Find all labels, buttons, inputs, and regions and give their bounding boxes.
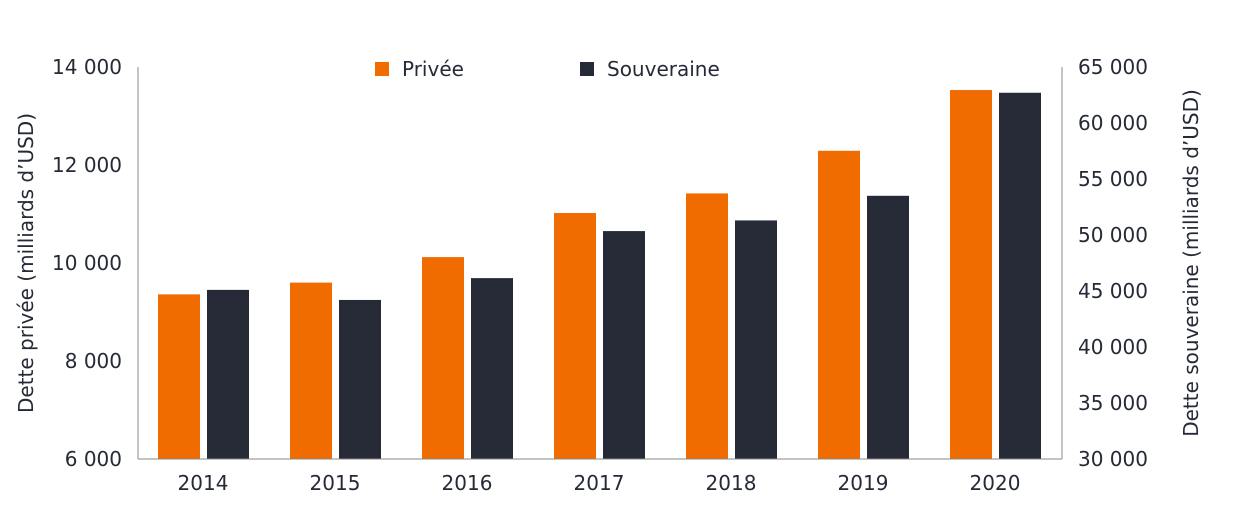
left-tick-label: 10 000	[52, 251, 122, 275]
bar-souveraine-2016	[471, 278, 513, 459]
x-tick-label: 2014	[178, 471, 229, 495]
bar-souveraine-2014	[207, 289, 249, 459]
legend-swatch-privee	[375, 62, 389, 76]
right-tick-label: 45 000	[1078, 279, 1148, 303]
right-tick-label: 40 000	[1078, 335, 1148, 359]
right-axis-label: Dette souveraine (milliards d’USD)	[1179, 89, 1203, 437]
bar-souveraine-2015	[339, 299, 381, 459]
left-tick-label: 12 000	[52, 153, 122, 177]
right-tick-label: 35 000	[1078, 391, 1148, 415]
right-tick-label: 30 000	[1078, 447, 1148, 471]
legend: Privée Souveraine	[375, 57, 720, 81]
left-tick-label: 8 000	[65, 349, 122, 373]
left-axis-label: Dette privée (milliards d’USD)	[14, 113, 38, 413]
bar-souveraine-2017	[603, 231, 645, 459]
x-tick-label: 2019	[838, 471, 889, 495]
right-tick-label: 60 000	[1078, 111, 1148, 135]
right-tick-label: 50 000	[1078, 223, 1148, 247]
x-tick-label: 2017	[574, 471, 625, 495]
right-tick-label: 55 000	[1078, 167, 1148, 191]
bar-souveraine-2020	[999, 92, 1041, 459]
legend-label-souveraine: Souveraine	[607, 57, 720, 81]
bar-privee-2015	[290, 282, 332, 459]
bar-privee-2019	[818, 150, 860, 460]
legend-swatch-souveraine	[580, 62, 594, 76]
bar-souveraine-2018	[735, 220, 777, 459]
x-tick-label: 2015	[310, 471, 361, 495]
legend-label-privee: Privée	[402, 57, 464, 81]
x-tick-label: 2020	[970, 471, 1021, 495]
right-tick-label: 65 000	[1078, 55, 1148, 79]
bar-privee-2014	[158, 294, 200, 459]
left-tick-label: 6 000	[65, 447, 122, 471]
bar-souveraine-2019	[867, 195, 909, 460]
bar-privee-2018	[686, 193, 728, 460]
x-tick-label: 2018	[706, 471, 757, 495]
bar-privee-2020	[950, 90, 992, 459]
bar-privee-2016	[422, 257, 464, 459]
bar-privee-2017	[554, 213, 596, 459]
left-tick-label: 14 000	[52, 55, 122, 79]
x-tick-label: 2016	[442, 471, 493, 495]
